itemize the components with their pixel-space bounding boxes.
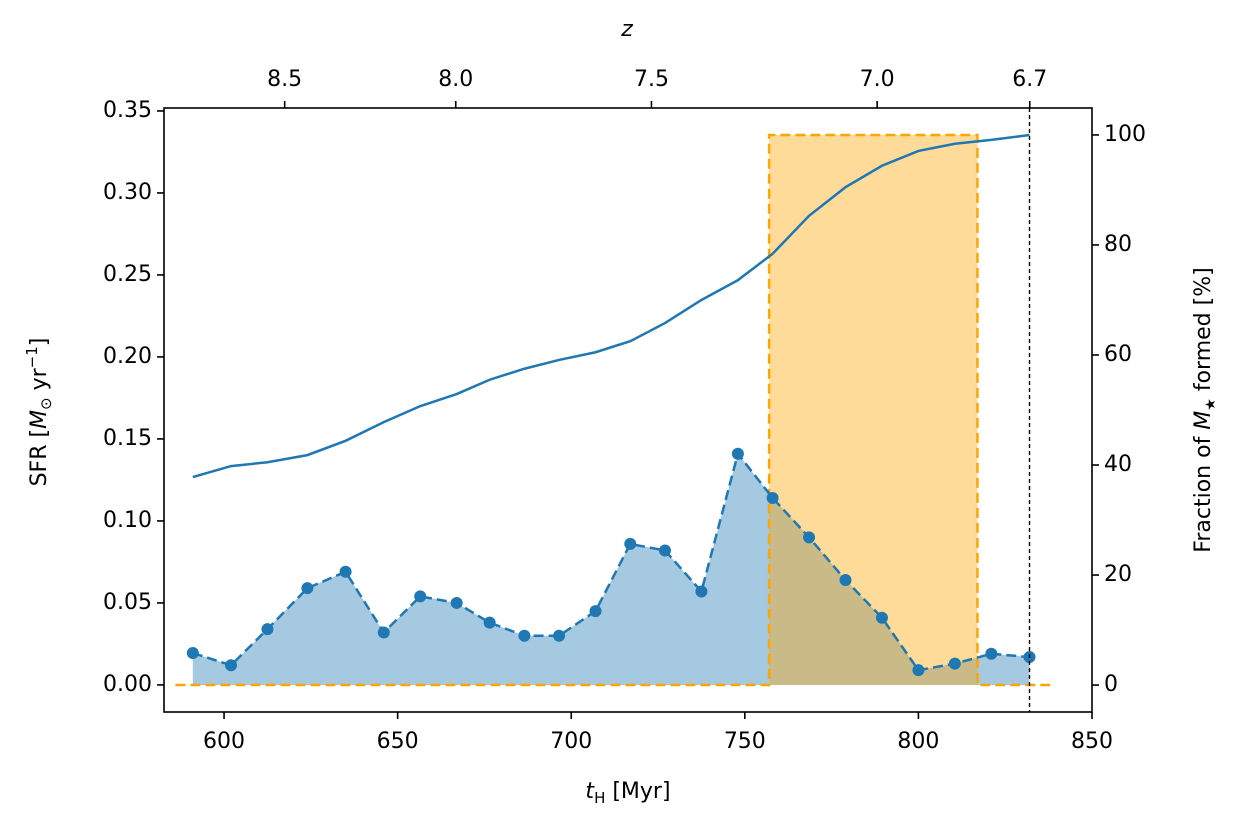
plot-area — [175, 108, 1051, 712]
x2-tick-label: 8.0 — [438, 67, 473, 92]
y-tick-label: 0.15 — [103, 426, 152, 451]
x-tick-label: 750 — [724, 729, 766, 754]
marker — [839, 573, 852, 586]
y2-tick-label: 80 — [1104, 232, 1132, 257]
marker — [414, 590, 427, 603]
y-label-part: SFR [ — [27, 429, 52, 486]
axes-frame — [163, 107, 1093, 713]
y2-axis-label: Fraction of M★ formed [%] — [1191, 267, 1219, 552]
marker — [985, 647, 998, 660]
x-tick-label: 850 — [1071, 729, 1113, 754]
y2-label-part: formed [%] — [1191, 267, 1216, 398]
marker — [731, 447, 744, 460]
y-label-part: −1 — [23, 346, 41, 368]
y2-tick-label: 100 — [1104, 122, 1146, 147]
y2-label-part: M — [1191, 411, 1216, 430]
marker — [948, 657, 961, 670]
y-tick-label: 0.10 — [103, 508, 152, 533]
marker — [450, 596, 463, 609]
y-axis-label: SFR [M⊙ yr−1] — [23, 338, 55, 487]
y-label-part: yr — [27, 367, 52, 397]
x-axis-label: tH [Myr] — [585, 779, 670, 807]
marker — [225, 659, 238, 672]
y2-tick-label: 40 — [1104, 452, 1132, 477]
x-tick-label: 600 — [203, 729, 245, 754]
x-label-part: [Myr] — [605, 779, 670, 804]
marker — [339, 565, 352, 578]
x2-axis-label: z — [620, 17, 633, 42]
marker — [377, 626, 390, 639]
x-label-part: H — [594, 789, 605, 807]
marker — [803, 531, 816, 544]
y-tick-label: 0.35 — [103, 98, 152, 123]
line — [192, 133, 1030, 479]
marker — [912, 664, 925, 677]
x-tick-label: 800 — [897, 729, 939, 754]
x2-tick-label: 7.0 — [860, 67, 895, 92]
x2-tick-label: 7.5 — [634, 67, 669, 92]
y-tick-label: 0.25 — [103, 262, 152, 287]
area — [192, 453, 1030, 685]
y2-tick-label: 60 — [1104, 342, 1132, 367]
y-label-part: ] — [27, 338, 52, 347]
marker — [518, 629, 531, 642]
marker — [186, 646, 199, 659]
window-fill — [175, 134, 1051, 686]
x2-tick-label: 8.5 — [267, 67, 302, 92]
y-tick-label: 0.00 — [103, 672, 152, 697]
y2-tick-label: 0 — [1104, 672, 1118, 697]
y-tick-label: 0.30 — [103, 180, 152, 205]
marker — [695, 585, 708, 598]
y-label-part: ⊙ — [37, 397, 55, 410]
marker — [875, 611, 888, 624]
x-label-part: t — [585, 779, 595, 804]
marker — [766, 491, 779, 504]
y-tick-label: 0.20 — [103, 344, 152, 369]
marker — [658, 544, 671, 557]
y-label-part: M — [27, 410, 52, 429]
marker — [261, 623, 274, 636]
x-tick-label: 650 — [377, 729, 419, 754]
marker — [624, 537, 637, 550]
marker — [301, 582, 314, 595]
x2-tick-label: 6.7 — [1012, 67, 1047, 92]
marker — [483, 616, 496, 629]
x-tick-label: 700 — [550, 729, 592, 754]
y-tick-label: 0.05 — [103, 590, 152, 615]
y2-tick-label: 20 — [1104, 562, 1132, 587]
window-outline — [175, 133, 1051, 687]
marker — [553, 629, 566, 642]
y2-label-part: ★ — [1203, 398, 1219, 411]
y2-label-part: Fraction of — [1191, 430, 1216, 553]
line — [192, 450, 1030, 672]
marker — [589, 605, 602, 618]
